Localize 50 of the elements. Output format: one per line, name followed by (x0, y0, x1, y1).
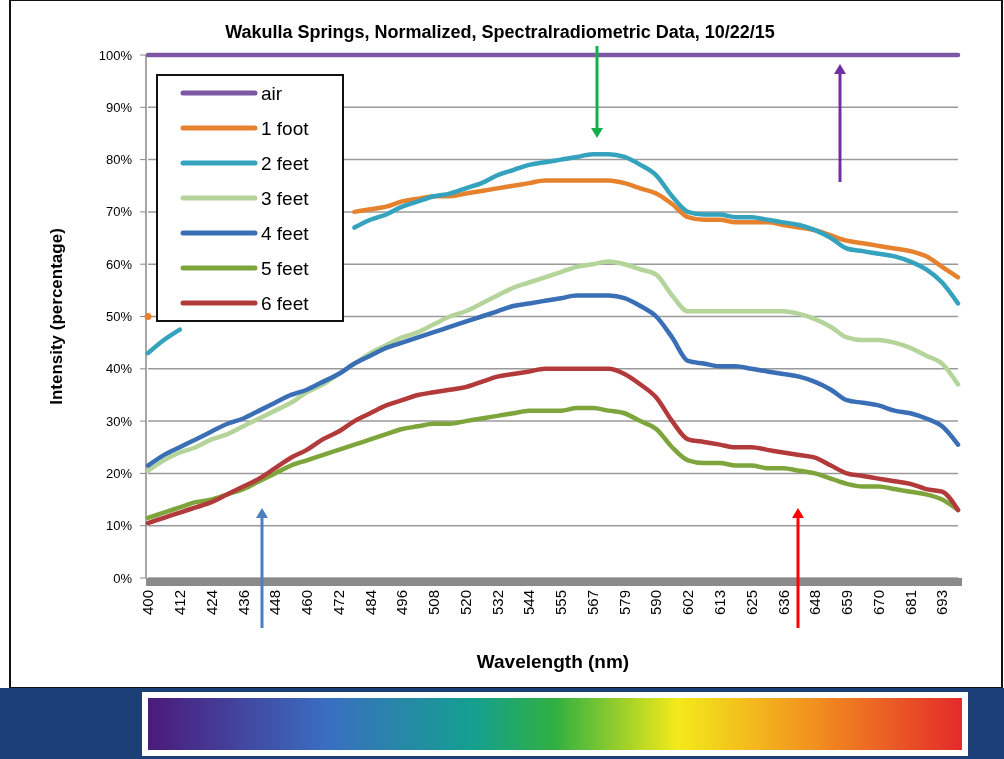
line-series (145, 293, 961, 468)
x-tick-label: 472 (329, 590, 347, 616)
y-tick-label: 0% (113, 570, 133, 586)
x-tick-label: 670 (869, 590, 887, 616)
x-tick-label: 555 (552, 590, 570, 616)
legend-label: air (261, 82, 283, 104)
x-tick-label: 448 (266, 590, 284, 616)
line-series (145, 259, 961, 474)
y-tick-label: 50% (105, 309, 133, 325)
y-tick-label: 70% (105, 204, 133, 220)
x-tick-label: 625 (742, 590, 760, 616)
y-tick-label: 90% (105, 99, 133, 115)
y-tick-label: 20% (105, 465, 133, 481)
x-tick-label: 659 (838, 590, 856, 616)
x-tick-label: 436 (234, 590, 252, 616)
x-tick-label: 544 (520, 590, 538, 616)
x-tick-label: 496 (393, 590, 411, 616)
y-tick-label: 10% (105, 518, 133, 534)
x-tick-label: 460 (298, 590, 316, 616)
legend-label: 1 foot (261, 117, 310, 139)
x-tick-label: 636 (774, 590, 792, 616)
x-tick-label: 602 (679, 590, 697, 616)
chart-title: Wakulla Springs, Normalized, Spectralradiometric Data, 10/22/15 (225, 22, 775, 42)
legend-label: 6 feet (261, 292, 310, 314)
x-axis-title: Wavelength (nm) (476, 651, 630, 672)
x-tick-label: 484 (361, 590, 379, 616)
x-tick-label: 532 (488, 590, 506, 616)
y-tick-label: 60% (105, 256, 133, 272)
x-tick-label: 693 (933, 590, 951, 616)
x-tick-label: 579 (615, 590, 633, 616)
line-series (145, 366, 961, 526)
x-tick-label: 520 (456, 590, 474, 616)
y-tick-label: 100% (98, 47, 133, 63)
x-tick-label: 508 (425, 590, 443, 616)
x-tick-label: 681 (901, 590, 919, 616)
x-tick-label: 400 (139, 590, 157, 616)
y-axis-title: Intensity (percentage) (47, 228, 66, 405)
legend-label: 2 feet (261, 152, 310, 174)
legend-label: 5 feet (261, 257, 310, 279)
x-tick-label: 648 (806, 590, 824, 616)
y-tick-label: 40% (105, 361, 133, 377)
legend-label: 4 feet (261, 222, 310, 244)
legend-label: 3 feet (261, 187, 310, 209)
x-tick-label: 412 (171, 590, 189, 616)
x-tick-label: 590 (647, 590, 665, 616)
x-tick-label: 567 (583, 590, 601, 616)
y-tick-label: 30% (105, 413, 133, 429)
x-tick-label: 424 (202, 590, 220, 616)
x-tick-label: 613 (711, 590, 729, 616)
y-tick-label: 80% (105, 152, 133, 168)
